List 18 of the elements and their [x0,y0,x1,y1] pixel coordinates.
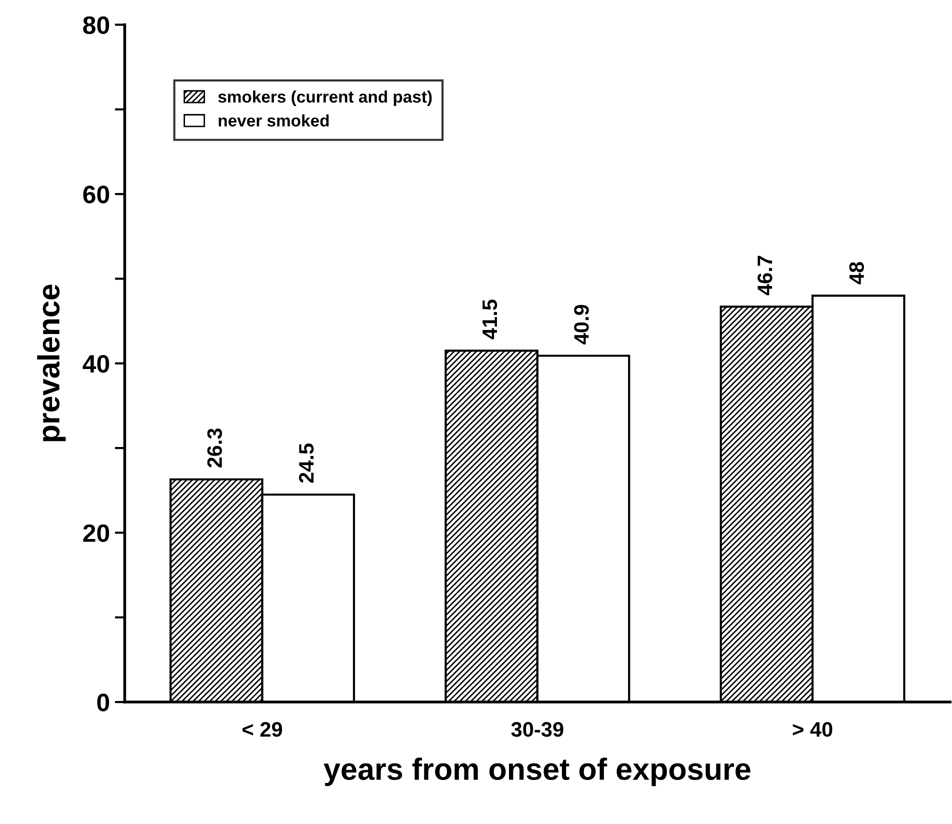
y-tick-label: 60 [83,186,110,204]
data-label: 46.7 [758,256,772,296]
legend-label: smokers (current and past) [218,90,432,106]
data-label: 41.5 [482,300,498,340]
x-axis-title: years from onset of exposure [324,758,750,786]
legend-label: never smoked [218,114,329,127]
y-tick-label: 40 [82,354,110,373]
x-tick-label: < 29 [242,722,282,737]
y-tick-label: 80 [83,16,110,34]
y-axis-title: prevalence [37,284,66,442]
x-tick-label: > 40 [792,722,832,737]
x-tick-label: 30-39 [511,722,564,737]
y-tick-label: 0 [97,694,110,712]
y-tick-label: 20 [83,524,110,542]
data-label: 48 [849,262,864,284]
data-label: 24.5 [298,444,314,483]
data-label: 40.9 [574,304,589,344]
data-label: 26.3 [207,428,222,468]
